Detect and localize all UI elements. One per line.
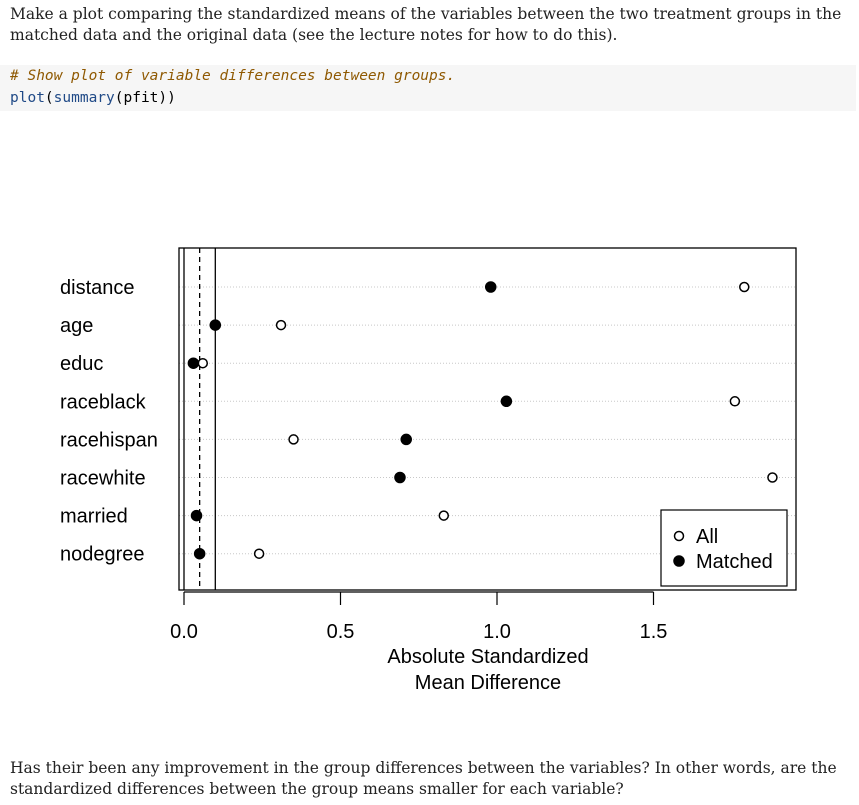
point-all-distance	[739, 281, 750, 293]
point-matched-married	[190, 509, 203, 522]
intro-paragraph: Make a plot comparing the standardized m…	[10, 5, 842, 44]
point-matched-racehispan	[400, 433, 412, 446]
legend-box	[660, 509, 788, 587]
legend-marker-matched	[673, 555, 685, 567]
point-matched-racewhite	[394, 471, 406, 484]
x-axis-title: Absolute Standardized Mean Difference	[387, 646, 588, 694]
legend-label-matched: Matched	[696, 551, 773, 573]
code-paren: (	[44, 90, 54, 106]
code-arg: (pfit))	[114, 90, 176, 106]
data-points	[187, 281, 778, 560]
code-fn-plot: plot	[10, 90, 45, 106]
point-all-racehispan	[288, 434, 299, 445]
point-matched-nodegree	[193, 547, 206, 560]
x-axis-title-line: Mean Difference	[415, 672, 561, 694]
legend: All Matched	[660, 509, 788, 587]
plot-frame	[178, 247, 797, 591]
point-all-racewhite	[767, 472, 778, 483]
point-matched-raceblack	[500, 395, 513, 408]
point-all-nodegree	[253, 548, 265, 559]
category-label-racewhite: racewhite	[60, 468, 146, 490]
category-label-married: married	[60, 506, 128, 528]
x-tick-label: 0.5	[327, 621, 355, 643]
point-matched-educ	[187, 357, 200, 369]
category-label-distance: distance	[60, 277, 135, 299]
point-all-married	[438, 510, 450, 521]
category-label-age: age	[60, 315, 93, 337]
x-tick-label: 1.5	[640, 621, 668, 643]
question-paragraph: Has their been any improvement in the gr…	[10, 759, 837, 798]
x-tick-label: 1.0	[483, 621, 511, 643]
legend-label-all: All	[696, 526, 718, 548]
code-fn-summary: summary	[53, 90, 115, 106]
point-matched-distance	[484, 281, 497, 293]
legend-marker-all	[673, 530, 685, 542]
point-all-age	[275, 319, 287, 331]
point-all-raceblack	[729, 396, 741, 407]
category-label-educ: educ	[60, 353, 103, 375]
x-tick-label: 0.0	[170, 621, 198, 643]
category-label-raceblack: raceblack	[60, 391, 147, 413]
code-block: # Show plot of variable differences betw…	[0, 65, 856, 111]
category-labels: distance age educ raceblack racehispan racewh…	[60, 277, 158, 566]
category-label-nodegree: nodegree	[60, 544, 145, 566]
code-call: plot(summary(pfit))	[10, 88, 176, 109]
code-comment: # Show plot of variable differences betw…	[10, 68, 456, 84]
point-matched-age	[209, 319, 222, 331]
x-axis-title-line: Absolute Standardized	[387, 646, 588, 668]
category-label-racehispan: racehispan	[60, 429, 158, 451]
point-all-educ	[197, 357, 209, 369]
reference-lines	[183, 248, 216, 590]
dotplot-chart: distance age educ raceblack racehispan racewh…	[60, 247, 797, 694]
x-axis: 0.0 0.5 1.0 1.5	[170, 591, 668, 643]
